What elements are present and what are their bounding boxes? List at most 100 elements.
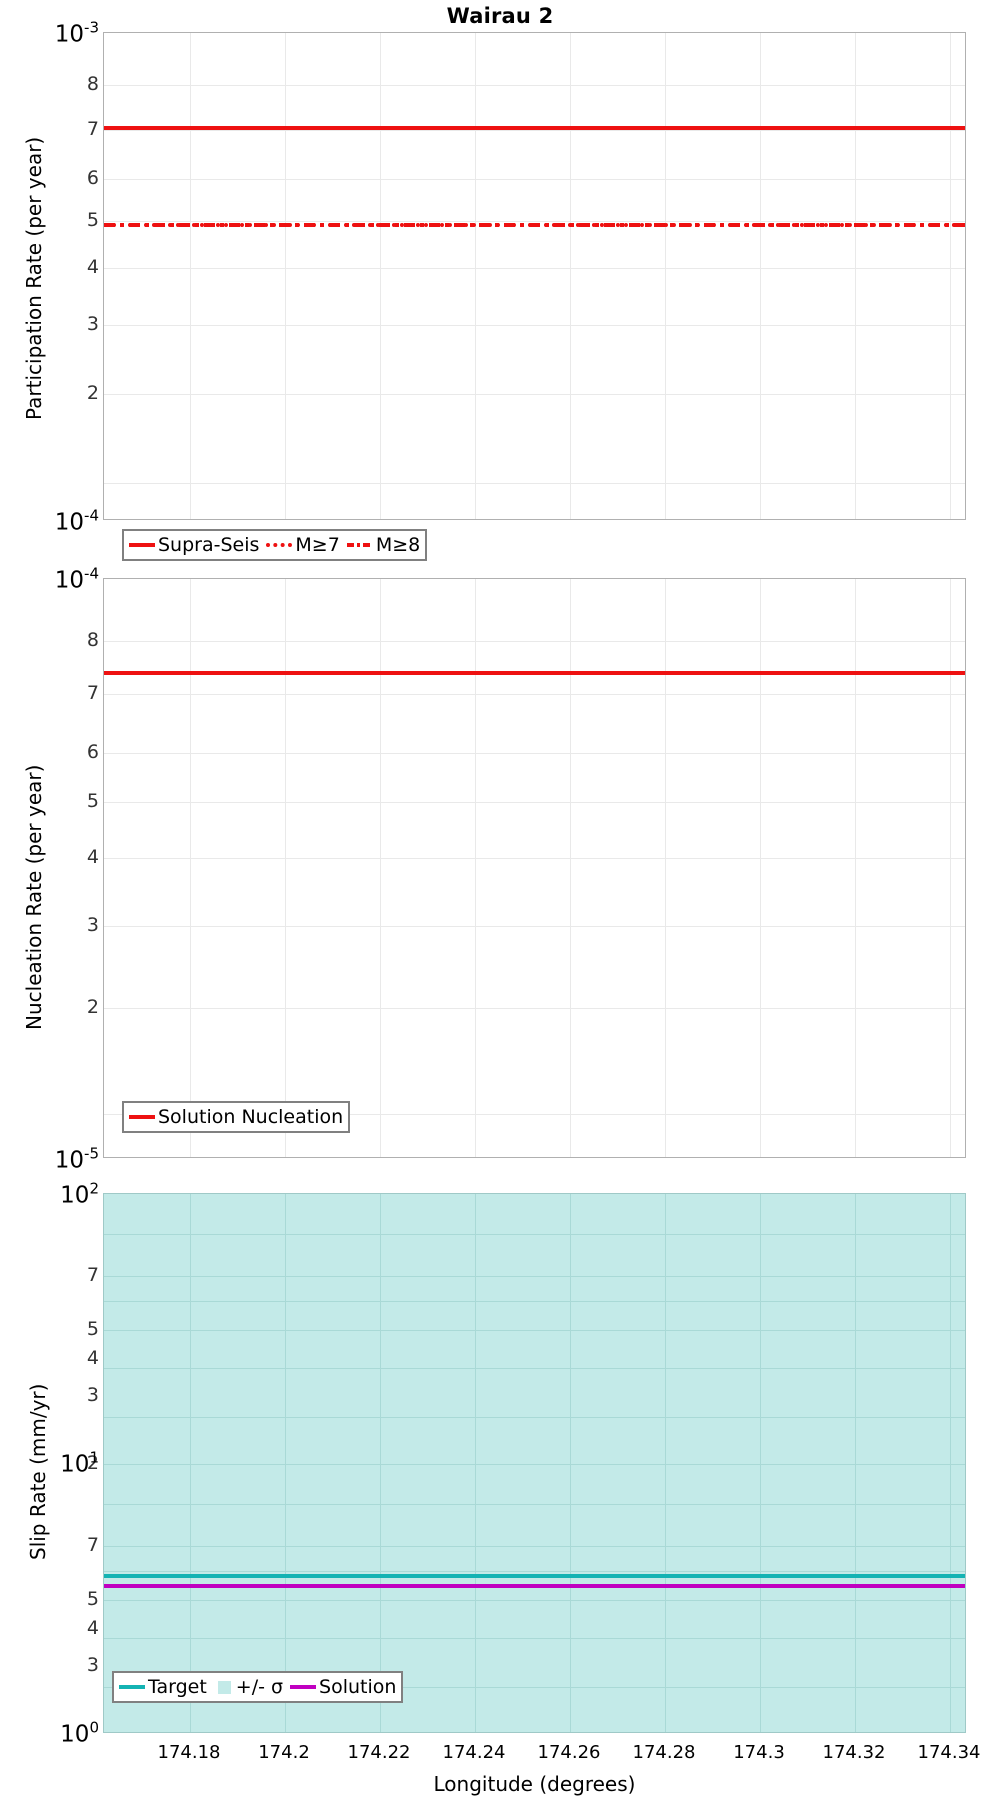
x-tick: 174.28 [632,1742,696,1763]
gridline [104,1546,965,1547]
band-patch-icon [217,1680,231,1694]
y-axis-label-slip-rate: Slip Rate (mm/yr) [26,1383,50,1560]
gridline [104,1464,965,1465]
legend-label: Supra-Seis [158,534,260,556]
y-tick: 3 [86,914,99,936]
legend-entry-m-ge-8[interactable]: M≥8 [346,534,420,556]
line-solid-icon [290,1685,317,1689]
y-tick: 7 [86,682,99,704]
legend-panel-participation[interactable]: Supra-Seis M≥7 M≥8 [122,529,428,561]
legend-label: M≥7 [295,534,340,556]
gridline [104,1417,965,1418]
gridline [104,1600,965,1601]
legend-entry-sigma-band[interactable]: +/- σ [214,1676,283,1698]
y-tick-major: 101 [60,1448,99,1478]
series-line-solution-nucleation [104,671,965,675]
gridline [104,802,965,803]
y-tick-major: 102 [60,1179,99,1209]
gridline [104,926,965,927]
gridline [104,1114,965,1115]
series-line-supra-seis [104,126,965,130]
y-tick: 3 [86,313,99,335]
legend-entry-target[interactable]: Target [119,1676,207,1698]
y-tick: 5 [86,1318,99,1340]
gridline [104,1330,965,1331]
x-tick: 174.24 [442,1742,506,1763]
gridline [285,579,286,1157]
line-solid-icon [119,1685,145,1689]
gridline [570,1194,571,1732]
y-tick: 4 [86,1347,99,1369]
y-tick-major: 10-5 [54,1144,99,1174]
gridline [104,179,965,180]
y-tick: 5 [86,1588,99,1610]
line-solid-icon [129,543,155,547]
legend-label: Solution [319,1676,397,1698]
y-tick: 8 [86,629,99,651]
gridline [104,1504,965,1505]
gridline [104,221,965,222]
x-tick: 174.3 [733,1742,785,1763]
x-axis-label: Longitude (degrees) [433,1772,636,1796]
gridline [104,1301,965,1302]
gridline [855,1194,856,1732]
y-tick: 6 [86,741,99,763]
y-tick: 2 [86,382,99,404]
legend-entry-supra-seis[interactable]: Supra-Seis [129,534,259,556]
gridline [104,1571,965,1572]
gridline [380,1194,381,1732]
y-tick: 7 [86,1264,99,1286]
y-tick-major: 10-4 [54,564,99,594]
y-tick: 4 [86,256,99,278]
x-tick: 174.34 [917,1742,981,1763]
gridline [665,579,666,1157]
gridline [104,641,965,642]
gridline [570,33,571,519]
gridline [285,33,286,519]
y-tick: 6 [86,167,99,189]
legend-panel-slip-rate[interactable]: Target +/- σ Solution [112,1671,404,1703]
gridline [104,268,965,269]
gridline [570,579,571,1157]
gridline [760,1194,761,1732]
y-tick: 2 [86,996,99,1018]
legend-panel-nucleation[interactable]: Solution Nucleation [122,1101,351,1133]
y-tick: 8 [86,73,99,95]
gridline [104,1276,965,1277]
panel-nucleation-rate [103,578,966,1158]
gridline [760,579,761,1157]
y-tick: 4 [86,846,99,868]
gridline [665,1194,666,1732]
y-tick-major: 10-3 [54,18,99,48]
gridline [104,858,965,859]
gridline [104,394,965,395]
legend-label: Target [148,1676,207,1698]
legend-entry-m-ge-7[interactable]: M≥7 [266,534,340,556]
y-tick: 7 [86,1534,99,1556]
legend-label: +/- σ [235,1676,284,1698]
series-line-m-ge-8 [104,223,965,227]
gridline [104,1638,965,1639]
gridline [855,33,856,519]
x-tick: 174.26 [537,1742,601,1763]
y-tick: 2 [86,1452,99,1474]
x-tick: 174.32 [822,1742,886,1763]
gridline [190,579,191,1157]
panel-participation-rate [103,32,966,520]
gridline [190,33,191,519]
gridline [380,579,381,1157]
gridline [665,33,666,519]
y-tick: 7 [86,118,99,140]
gridline [950,1194,951,1732]
gridline [104,1008,965,1009]
gridline [950,33,951,519]
series-line-solution [104,1584,965,1588]
legend-entry-solution-nucleation[interactable]: Solution Nucleation [129,1106,343,1128]
gridline [855,579,856,1157]
gridline [104,753,965,754]
x-tick: 174.2 [258,1742,310,1763]
gridline [104,130,965,131]
y-tick: 5 [86,790,99,812]
gridline [475,1194,476,1732]
legend-entry-solution[interactable]: Solution [290,1676,396,1698]
